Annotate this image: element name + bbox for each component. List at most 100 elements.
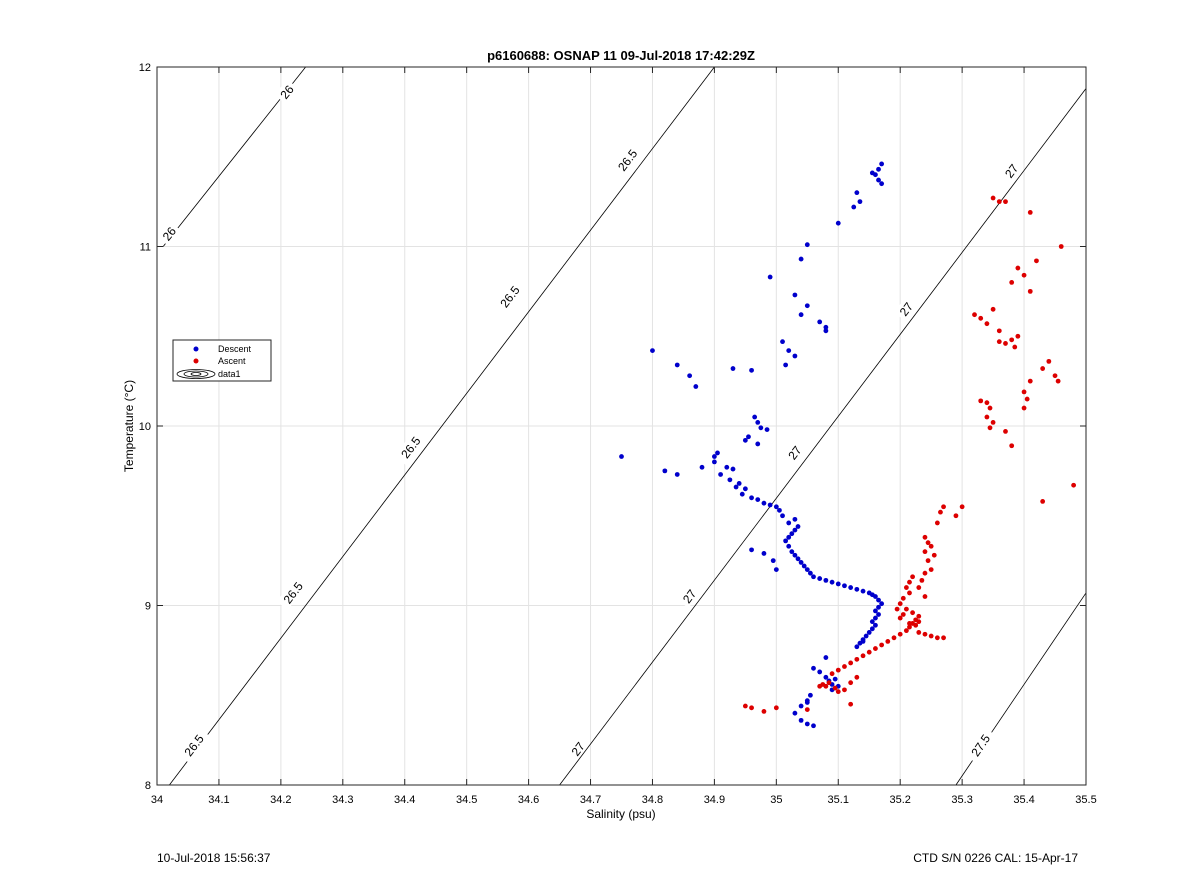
ascent-point	[1058, 244, 1064, 249]
descent-point	[742, 437, 748, 443]
descent-point	[811, 665, 816, 671]
descent-point	[715, 450, 720, 456]
descent-point	[718, 472, 723, 477]
descent-point	[876, 597, 881, 603]
contour-label-bg	[893, 296, 918, 321]
descent-point	[783, 538, 789, 544]
ascent-point	[916, 613, 922, 619]
y-tick-label: 11	[140, 242, 151, 254]
ascent-point	[848, 701, 854, 707]
ascent-point	[873, 646, 878, 651]
x-tick-label: 35.3	[951, 794, 972, 806]
descent-point	[829, 579, 835, 585]
descent-point	[619, 454, 624, 459]
ascent-point	[903, 606, 909, 612]
descent-point	[749, 495, 754, 501]
contour-label-group: 26	[274, 79, 298, 104]
descent-point	[804, 700, 810, 705]
ascent-point	[1003, 428, 1008, 434]
ascent-point	[1071, 482, 1077, 488]
descent-point	[835, 581, 841, 587]
contour-label-group: 26.5	[611, 141, 643, 178]
y-tick-label: 12	[139, 62, 151, 74]
ascent-point	[990, 306, 996, 312]
descent-point	[817, 669, 823, 675]
contour-label-group: 26	[156, 221, 181, 246]
descent-point	[873, 608, 878, 614]
descent-point	[854, 586, 860, 592]
descent-point	[764, 427, 770, 432]
descent-point	[876, 177, 881, 183]
descent-point	[693, 384, 699, 389]
ascent-point	[749, 705, 754, 711]
legend-marker-descent	[193, 346, 199, 352]
descent-point	[811, 574, 816, 580]
ascent-point	[941, 635, 946, 641]
ascent-point	[913, 622, 919, 628]
ascent-point	[934, 520, 940, 526]
descent-point	[674, 472, 680, 477]
ascent-point	[773, 705, 779, 711]
contour-line-27	[559, 88, 1087, 786]
ascent-point	[907, 590, 912, 596]
ascent-point	[742, 703, 748, 709]
ascent-point	[1021, 389, 1027, 395]
descent-point	[730, 366, 736, 371]
descent-point	[854, 190, 860, 196]
ascent-point	[842, 687, 847, 693]
ascent-point	[996, 339, 1002, 345]
ascent-point	[897, 631, 903, 637]
ascent-point	[941, 504, 946, 510]
descent-point	[773, 567, 779, 572]
descent-point	[869, 170, 875, 176]
descent-point	[823, 577, 829, 583]
contour-label-group: 27	[565, 736, 589, 761]
ascent-point	[978, 398, 984, 404]
ascent-point	[1015, 333, 1021, 339]
ascent-point	[922, 570, 928, 576]
descent-point	[873, 622, 878, 628]
contour-label-bg	[276, 574, 309, 611]
ascent-point	[1021, 405, 1027, 411]
legend-label-descent: Descent	[218, 344, 252, 354]
descent-point	[792, 516, 798, 522]
descent-point	[792, 292, 798, 298]
x-tick-label: 35.4	[1013, 794, 1034, 806]
ascent-point	[1055, 378, 1061, 384]
x-tick-label: 34.2	[270, 794, 291, 806]
descent-point	[823, 655, 829, 660]
x-tick-label: 34.7	[580, 794, 601, 806]
x-tick-label: 34.9	[704, 794, 725, 806]
contour-label-group: 27	[677, 583, 701, 609]
ascent-point	[984, 400, 990, 406]
contour-label-bg	[611, 141, 643, 178]
ascent-point	[938, 509, 943, 515]
ascent-point	[879, 642, 885, 648]
descent-point	[817, 576, 823, 581]
descent-point	[804, 567, 810, 572]
chart-title: p6160688: OSNAP 11 09-Jul-2018 17:42:29Z	[487, 48, 755, 63]
ascent-point	[925, 540, 931, 546]
descent-point	[780, 513, 785, 519]
ascent-point	[987, 425, 993, 431]
descent-point	[823, 328, 829, 334]
x-tick-label: 34.5	[456, 794, 477, 806]
descent-point	[823, 324, 829, 330]
ascent-point	[1024, 396, 1030, 402]
descent-point	[807, 692, 813, 698]
descent-point	[792, 552, 798, 558]
descent-point	[789, 531, 795, 537]
descent-point	[860, 639, 866, 644]
ascent-point	[894, 606, 900, 612]
descent-point	[786, 520, 792, 526]
ascent-point	[910, 574, 915, 580]
ascent-point	[990, 195, 996, 201]
ascent-point	[1015, 265, 1021, 271]
ascent-series	[742, 195, 1077, 714]
contour-label-group: 26.5	[493, 278, 526, 314]
ascent-point	[910, 610, 915, 616]
ascent-point	[1046, 358, 1052, 364]
contour-label-bg	[493, 278, 526, 314]
y-axis-label: Temperature (°C)	[122, 380, 136, 472]
legend-label-data1: data1	[218, 369, 241, 379]
